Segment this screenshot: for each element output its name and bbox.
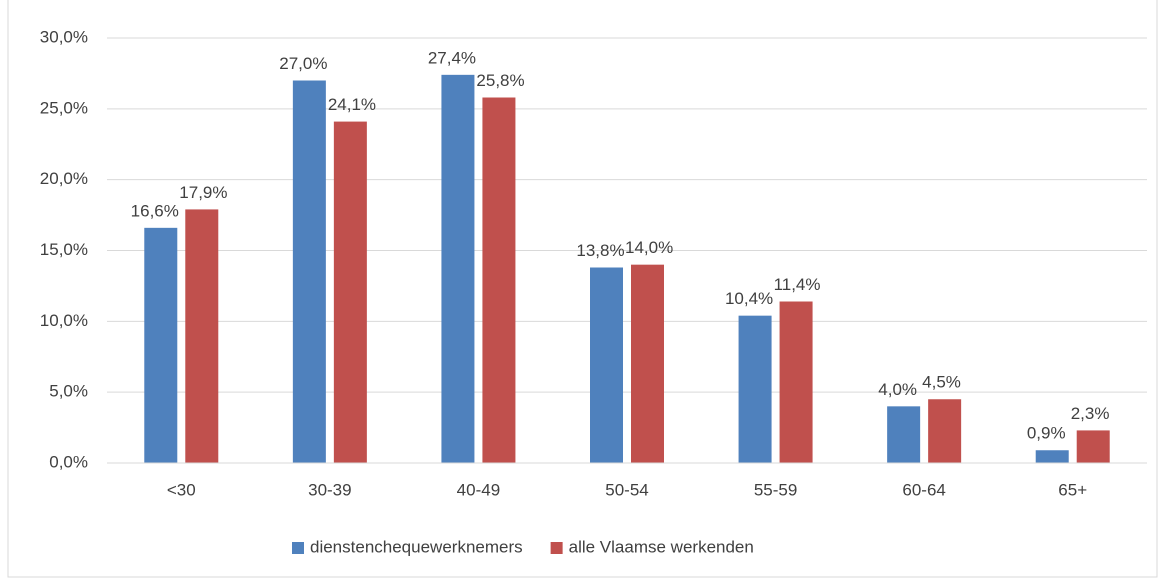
- data-label: 11,4%: [774, 275, 821, 294]
- y-tick-label: 0,0%: [49, 452, 88, 471]
- bar: [590, 267, 623, 463]
- bar: [185, 209, 219, 463]
- bar: [482, 97, 516, 463]
- chart-frame: [7, 0, 1158, 578]
- y-tick-label: 30,0%: [40, 27, 88, 46]
- data-label: 16,6%: [131, 201, 179, 220]
- y-tick-label: 25,0%: [40, 98, 88, 117]
- y-tick-label: 15,0%: [40, 240, 88, 259]
- data-label: 17,9%: [179, 183, 227, 202]
- data-label: 14,0%: [625, 238, 673, 257]
- legend-label: dienstenchequewerknemers: [310, 537, 523, 556]
- x-tick-label: 50-54: [605, 480, 648, 499]
- bar: [441, 74, 475, 463]
- bar: [779, 301, 813, 463]
- bar: [631, 264, 664, 463]
- data-label: 13,8%: [576, 241, 624, 260]
- data-label: 4,5%: [922, 373, 961, 392]
- legend-swatch: [550, 542, 563, 554]
- data-label: 24,1%: [328, 95, 376, 114]
- legend-label: alle Vlaamse werkenden: [569, 537, 754, 556]
- data-label: 4,0%: [878, 380, 917, 399]
- x-tick-label: 55-59: [754, 480, 797, 499]
- bar: [738, 315, 772, 463]
- x-tick-label: 30-39: [308, 480, 351, 499]
- data-label: 25,8%: [476, 71, 524, 90]
- bar: [144, 227, 178, 463]
- data-label: 10,4%: [725, 289, 773, 308]
- bar: [887, 406, 921, 463]
- bar: [1035, 450, 1069, 463]
- bar: [1076, 430, 1110, 463]
- bar: [292, 80, 326, 463]
- bar: [333, 121, 367, 463]
- y-tick-label: 20,0%: [40, 169, 88, 188]
- data-label: 2,3%: [1071, 404, 1110, 423]
- y-tick-label: 5,0%: [49, 382, 88, 401]
- y-tick-label: 10,0%: [40, 311, 88, 330]
- x-tick-label: 40-49: [457, 480, 500, 499]
- x-tick-label: <30: [167, 480, 196, 499]
- legend-swatch: [292, 542, 304, 554]
- data-label: 0,9%: [1027, 424, 1066, 443]
- data-label: 27,4%: [428, 48, 476, 67]
- bar: [928, 399, 962, 463]
- x-tick-label: 60-64: [902, 480, 945, 499]
- data-label: 27,0%: [279, 54, 327, 73]
- x-tick-label: 65+: [1058, 480, 1087, 499]
